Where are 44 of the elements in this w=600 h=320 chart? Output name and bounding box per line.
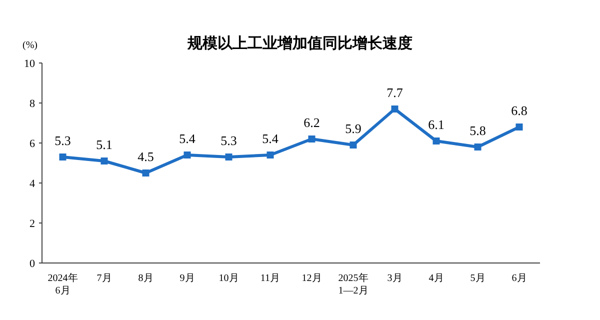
- y-tick-label: 10: [24, 58, 36, 70]
- chart-title: 规模以上工业增加值同比增长速度: [186, 34, 412, 52]
- x-tick-label: 9月: [180, 273, 195, 284]
- data-label: 4.5: [138, 149, 154, 164]
- point: [59, 154, 66, 160]
- data-label: 5.9: [345, 121, 362, 136]
- data-label: 5.1: [96, 137, 112, 152]
- point: [184, 152, 191, 158]
- point: [100, 158, 108, 164]
- x-tick-label: 12月: [302, 273, 322, 284]
- data-label: 5.3: [220, 133, 237, 148]
- x-tick-label: 5月: [470, 273, 486, 284]
- data-label: 5.8: [470, 123, 486, 138]
- x-tick-label: 8月: [138, 273, 154, 284]
- x-tick-label: 2024年 6月: [48, 272, 78, 296]
- point: [516, 124, 523, 130]
- data-label: 6.2: [304, 115, 320, 130]
- x-tick-label: 6月: [512, 273, 527, 284]
- point: [432, 138, 440, 144]
- y-tick-label: 4: [30, 178, 36, 190]
- point: [225, 154, 232, 160]
- y-axis-title: (%): [22, 40, 38, 51]
- point: [142, 170, 150, 176]
- point: [266, 152, 274, 158]
- point: [350, 142, 357, 148]
- x-tick-label: 2025年 1—2月: [338, 272, 368, 296]
- point: [474, 144, 482, 150]
- data-label: 7.7: [386, 85, 404, 100]
- data-label: 5.4: [262, 131, 279, 146]
- data-label: 6.1: [428, 117, 444, 132]
- y-tick-label: 8: [30, 98, 36, 110]
- x-tick-label: 4月: [428, 273, 444, 284]
- data-label: 5.4: [179, 131, 196, 146]
- x-tick-label: 3月: [387, 273, 402, 284]
- y-tick-label: 6: [30, 138, 36, 150]
- point: [308, 136, 316, 142]
- x-tick-label: 10月: [218, 273, 239, 284]
- y-tick-label: 2: [30, 218, 35, 230]
- x-tick-label: 7月: [96, 273, 112, 284]
- x-tick-label: 11月: [260, 273, 280, 284]
- data-label: 5.3: [54, 133, 71, 148]
- point: [391, 106, 398, 112]
- y-tick-label: 0: [30, 258, 36, 270]
- data-label: 6.8: [511, 103, 528, 118]
